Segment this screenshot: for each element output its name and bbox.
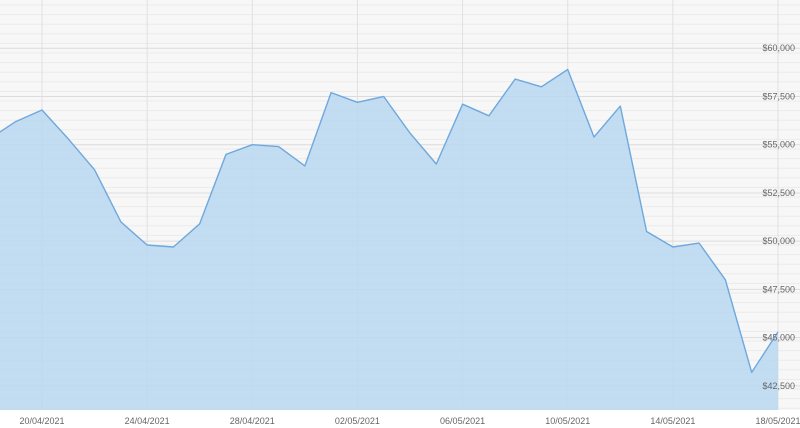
y-axis-ticks: $42,500 $45,000 $47,500 $50,000 $52,500 $55,0… <box>762 43 795 391</box>
y-tick-label: $55,000 <box>762 140 795 150</box>
y-tick-label: $57,500 <box>762 91 795 101</box>
x-tick-label: 10/05/2021 <box>545 416 590 426</box>
x-tick-label: 02/05/2021 <box>335 416 380 426</box>
x-tick-label: 20/04/2021 <box>19 416 64 426</box>
y-tick-label: $42,500 <box>762 381 795 391</box>
y-tick-label: $60,000 <box>762 43 795 53</box>
x-tick-label: 28/04/2021 <box>230 416 275 426</box>
y-tick-label: $50,000 <box>762 236 795 246</box>
x-axis-ticks: 20/04/2021 24/04/2021 28/04/2021 02/05/2021… <box>19 416 800 426</box>
area-fill <box>0 69 778 410</box>
y-tick-label: $45,000 <box>762 333 795 343</box>
area-series <box>0 68 779 410</box>
y-tick-label: $52,500 <box>762 188 795 198</box>
y-tick-label: $47,500 <box>762 284 795 294</box>
x-tick-label: 24/04/2021 <box>125 416 170 426</box>
x-tick-label: 14/05/2021 <box>650 416 695 426</box>
x-tick-label: 18/05/2021 <box>755 416 800 426</box>
series-line <box>0 68 779 374</box>
x-tick-label: 06/05/2021 <box>440 416 485 426</box>
